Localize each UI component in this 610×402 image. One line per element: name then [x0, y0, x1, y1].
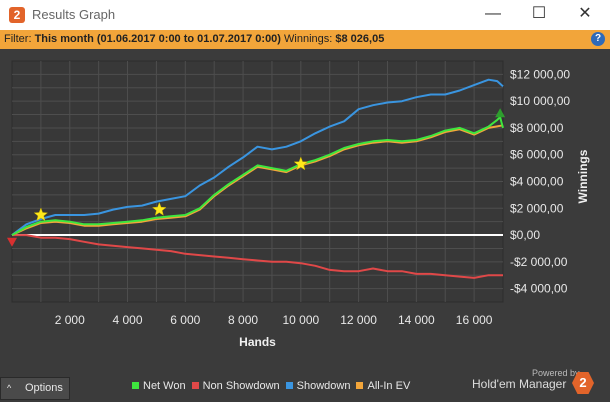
minimize-button[interactable]: —	[485, 5, 501, 22]
x-tick-label: 14 000	[398, 313, 435, 327]
filter-value[interactable]: This month (01.06.2017 0:00 to 01.07.201…	[34, 33, 281, 45]
filter-bar: Filter: This month (01.06.2017 0:00 to 0…	[0, 30, 610, 49]
legend-swatch	[356, 382, 364, 389]
maximize-button[interactable]: ☐	[531, 5, 547, 22]
up-triangle-marker	[495, 108, 506, 118]
series-line-non-showdown	[12, 234, 503, 279]
y-tick-label: $2 000,00	[510, 201, 564, 215]
y-tick-label: -$2 000,00	[510, 255, 568, 269]
brand-name: Hold'em Manager	[472, 377, 567, 391]
y-tick-label: -$4 000,00	[510, 282, 568, 296]
title-bar: 2 Results Graph — ☐ ✕	[0, 0, 610, 30]
filter-label: Filter:	[4, 33, 32, 45]
app-logo-icon: 2	[9, 7, 25, 23]
chart-legend: Net Won Non Showdown Showdown All-In EV	[132, 380, 416, 392]
legend-label: Net Won	[143, 380, 186, 392]
chevron-up-icon: ^	[7, 383, 12, 393]
legend-label: Showdown	[296, 380, 351, 392]
y-tick-label: $12 000,00	[510, 67, 570, 81]
star-marker	[33, 207, 49, 222]
series-line-net-won	[11, 116, 504, 236]
x-tick-label: 6 000	[170, 313, 200, 327]
x-tick-label: 12 000	[340, 313, 377, 327]
legend-label: All-In EV	[367, 380, 411, 392]
x-axis-title: Hands	[239, 335, 276, 349]
y-tick-label: $4 000,00	[510, 175, 564, 189]
winnings-label: Winnings:	[284, 33, 333, 45]
star-marker	[151, 201, 167, 216]
x-tick-label: 16 000	[456, 313, 493, 327]
help-icon[interactable]: ?	[591, 32, 605, 46]
x-tick-label: 4 000	[113, 313, 143, 327]
y-axis-title: Winnings	[576, 149, 590, 203]
legend-item[interactable]: Net Won	[132, 380, 186, 392]
down-triangle-marker	[7, 237, 17, 247]
window-title: Results Graph	[32, 7, 116, 22]
legend-swatch	[191, 382, 199, 389]
series-line-all-in-ev	[11, 124, 504, 237]
x-tick-label: 8 000	[228, 313, 258, 327]
legend-label: Non Showdown	[202, 380, 280, 392]
y-tick-label: $10 000,00	[510, 94, 570, 108]
results-chart: 2 000 4 000 6 000 8 000 10 000 12 000 14 000 16…	[0, 49, 610, 372]
footer-bar: ^ Options Net Won Non Showdown Showdown All…	[0, 372, 610, 402]
y-tick-label: $6 000,00	[510, 148, 564, 162]
options-label: Options	[25, 382, 63, 394]
series-line-showdown	[11, 78, 504, 236]
x-tick-label: 2 000	[55, 313, 85, 327]
brand-logo-icon: 2	[572, 372, 594, 394]
y-tick-label: $8 000,00	[510, 121, 564, 135]
star-marker	[293, 156, 309, 171]
powered-by-label: Powered by	[532, 368, 580, 378]
legend-item[interactable]: All-In EV	[356, 380, 410, 392]
x-tick-label: 10 000	[282, 313, 319, 327]
winnings-value: $8 026,05	[335, 33, 385, 45]
legend-swatch	[132, 382, 139, 389]
legend-item[interactable]: Non Showdown	[191, 380, 280, 392]
legend-swatch	[285, 382, 293, 389]
y-tick-label: $0,00	[510, 228, 540, 242]
legend-item[interactable]: Showdown	[285, 380, 351, 392]
close-button[interactable]: ✕	[578, 5, 592, 22]
options-button[interactable]: ^ Options	[0, 377, 70, 400]
